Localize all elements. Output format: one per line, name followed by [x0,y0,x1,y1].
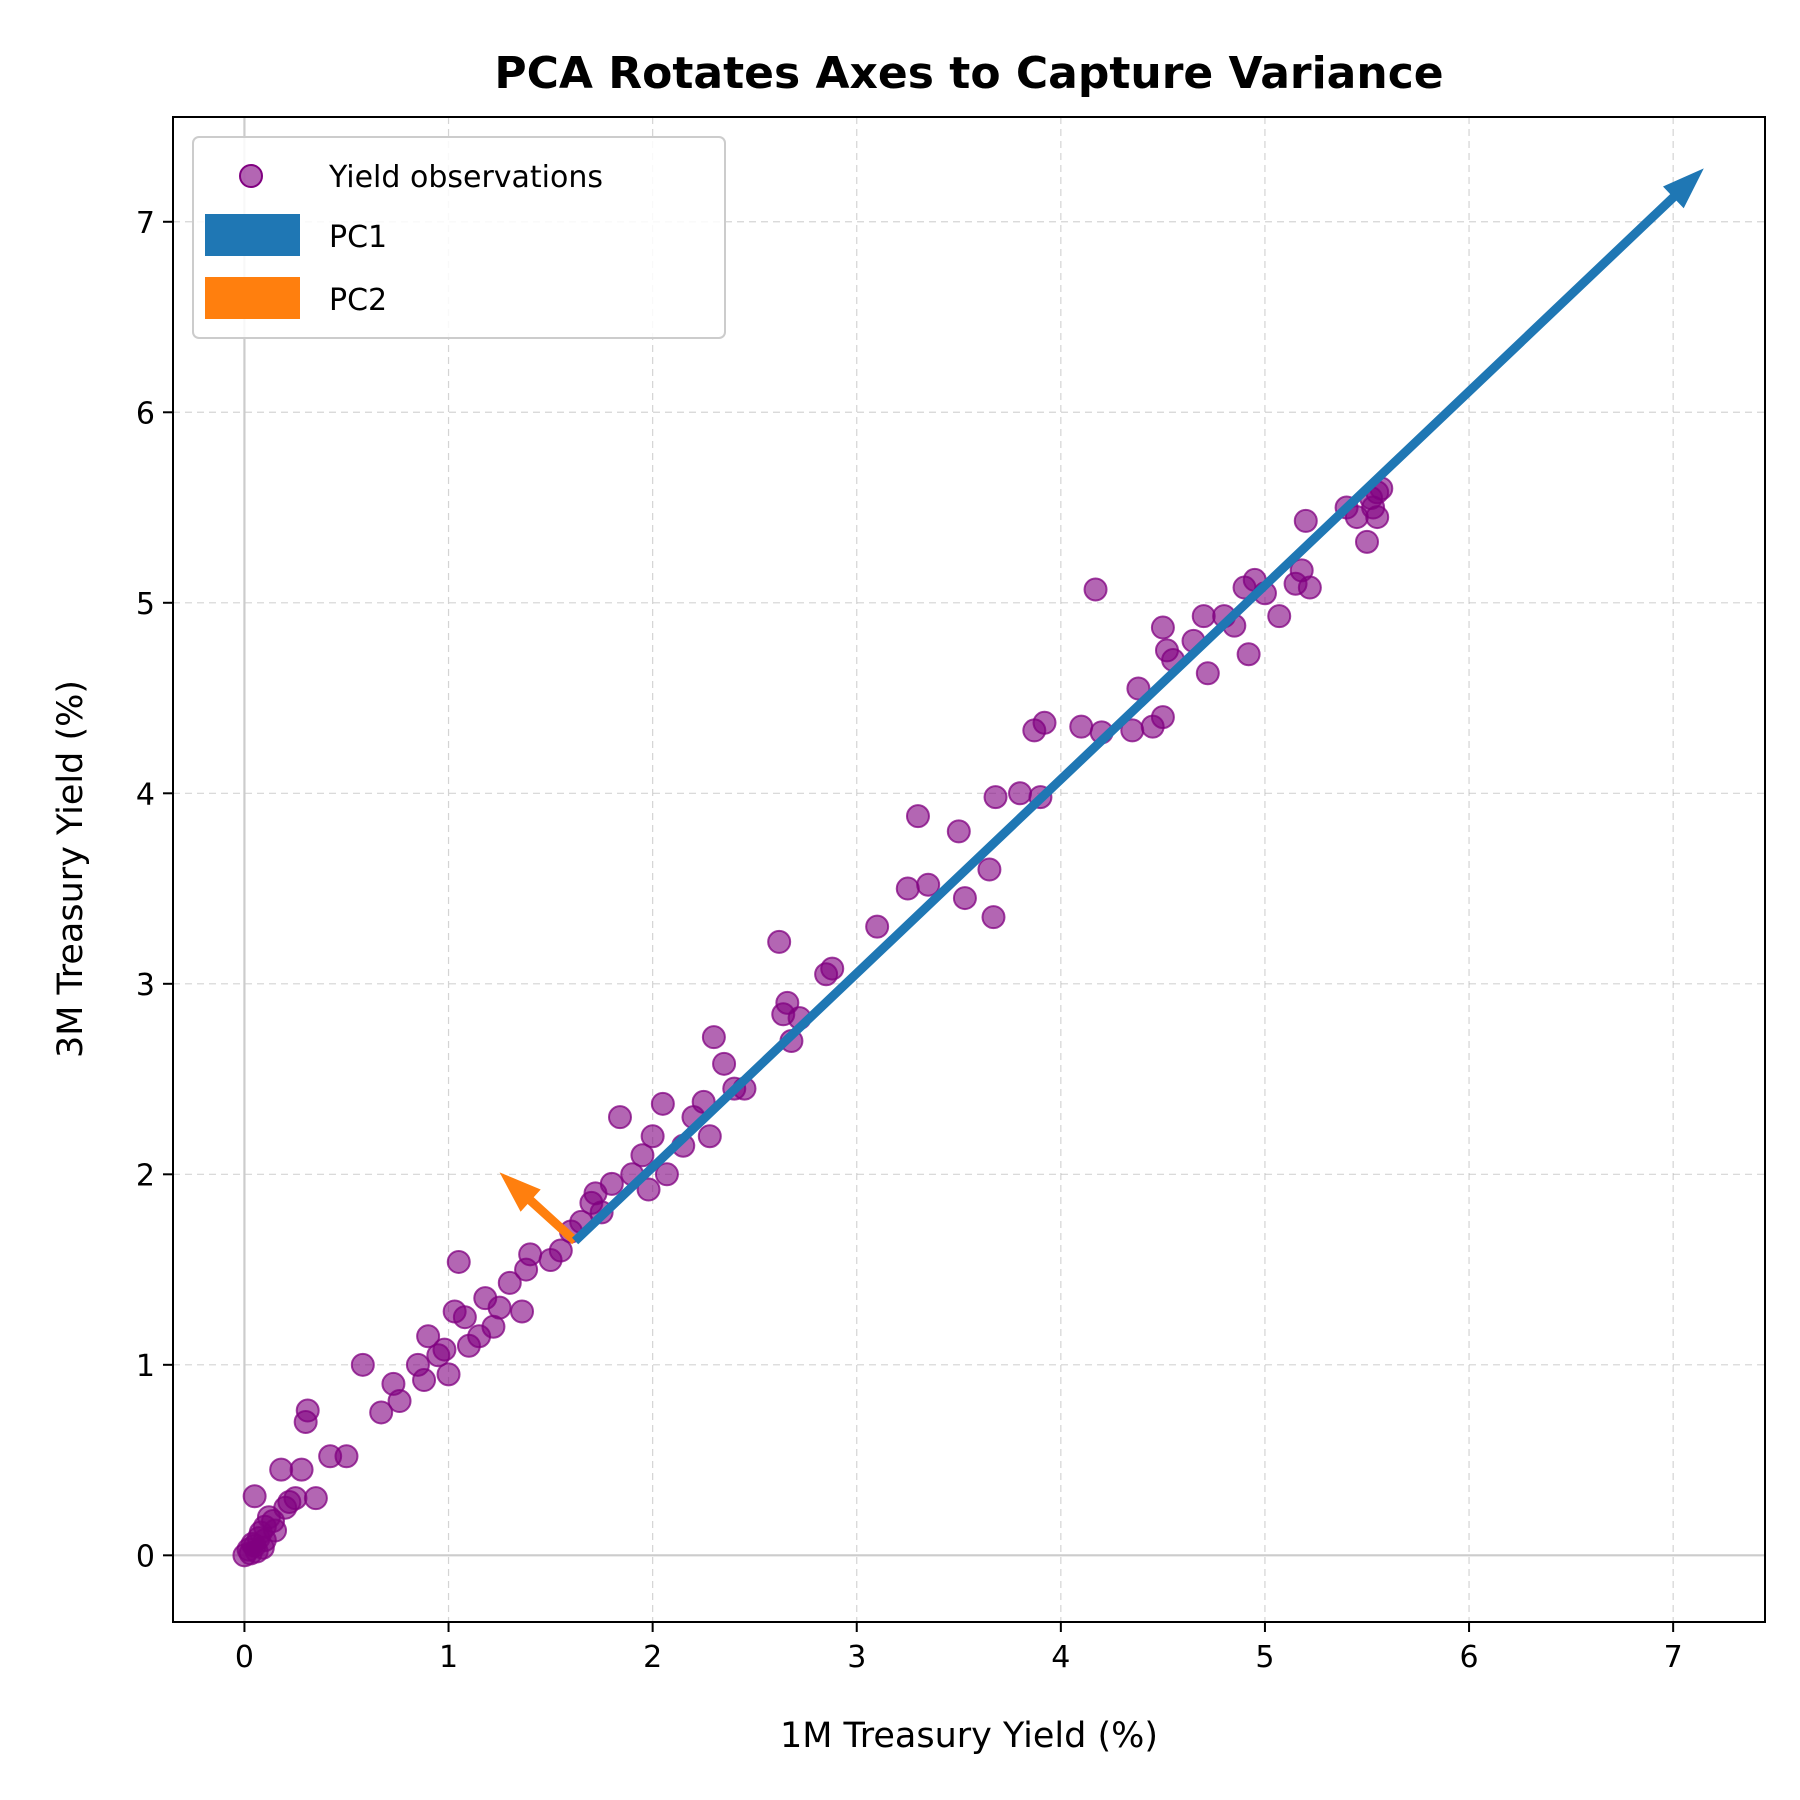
x-axis-ticks: 0 1 2 3 4 5 6 7 [235,1622,1683,1675]
yield-observation-point [1008,781,1033,806]
pc2-arrow [499,1172,579,1245]
yield-observation-point [636,1177,661,1202]
yield-observation-point [446,1249,471,1274]
yield-observation-point [387,1389,412,1414]
legend: Yield observations PC1 PC2 [192,136,726,339]
y-axis-ticks: 0 1 2 3 4 5 6 7 [136,206,173,1574]
legend-marker-observations [239,164,263,188]
yield-observation-point [607,1105,632,1130]
yield-observation-point [1150,705,1175,730]
yield-observation-point [1355,529,1379,554]
yield-observation-point [1195,661,1220,686]
pc-arrows [499,168,1704,1245]
yield-observation-point [518,1242,543,1267]
x-tick-label: 6 [1460,1640,1479,1675]
y-tick-label: 5 [136,587,155,622]
yield-observation-point [369,1400,394,1425]
x-tick-label: 4 [1051,1640,1070,1675]
x-tick-label: 1 [439,1640,458,1675]
yield-observation-point [895,876,920,901]
yield-observation-point [303,1486,328,1511]
x-tick-label: 5 [1255,1640,1274,1675]
legend-label-observations: Yield observations [328,160,603,195]
yield-observation-point [334,1444,359,1469]
yield-observation-point [952,886,977,911]
yield-observation-point [269,1457,294,1482]
yield-observation-point [1083,577,1108,602]
yield-observation-point [946,819,971,844]
yield-observation-point [1032,710,1057,735]
yield-observation-point [650,1091,675,1116]
yield-observation-point [630,1143,655,1168]
yield-observation-point [289,1457,314,1482]
x-axis-label: 1M Treasury Yield (%) [780,1716,1158,1756]
chart-title: PCA Rotates Axes to Capture Variance [494,48,1443,99]
yield-observation-point [1297,575,1322,600]
y-tick-label: 0 [136,1539,155,1574]
yield-observation-point [977,857,1002,882]
pc1-arrow [572,168,1704,1245]
yield-observation-point [487,1295,512,1320]
yield-observation-point [273,1495,298,1520]
yield-observation-point [350,1352,375,1377]
legend-label-pc2: PC2 [329,283,387,318]
x-tick-label: 7 [1664,1640,1683,1675]
yield-observation-point [767,929,792,954]
yield-observation-point [263,1518,288,1543]
yield-observation-point [497,1270,522,1295]
yield-observation-point [1236,642,1261,667]
y-tick-label: 7 [136,206,155,241]
yield-observation-point [981,905,1006,930]
yield-observation-point [697,1124,722,1149]
yield-observation-point [599,1171,624,1196]
yield-observation-point [820,956,845,981]
yield-observation-point [983,785,1008,810]
yield-observation-point [452,1305,477,1330]
y-tick-label: 3 [136,968,155,1003]
yield-observation-point [1267,604,1292,629]
yield-observation-point [432,1337,457,1362]
y-tick-label: 2 [136,1158,155,1193]
y-axis-label: 3M Treasury Yield (%) [51,680,91,1058]
plot-frame [172,116,1766,1623]
legend-label-pc1: PC1 [329,220,387,255]
yield-observation-point [1191,604,1216,629]
y-tick-label: 1 [136,1349,155,1384]
x-tick-label: 0 [235,1640,254,1675]
yield-observation-point [916,872,941,897]
yield-observation-point [905,804,930,829]
yield-observation-point [510,1299,535,1324]
yield-observation-point [436,1362,461,1387]
yield-observation-point [250,1535,275,1560]
zero-lines [173,117,1765,1622]
yield-observation-point [701,1025,726,1050]
yield-observation-point [1150,615,1175,640]
legend-frame [192,136,726,339]
yield-observation-point [640,1124,665,1149]
legend-patch-pc2 [205,277,300,319]
yield-observation-point [548,1238,573,1263]
yield-observation-point [1069,714,1094,739]
x-tick-label: 3 [847,1640,866,1675]
yield-observation-point [712,1051,737,1076]
yield-observation-point [1293,508,1318,533]
yield-observation-point [654,1162,679,1187]
yield-observation-point [295,1398,320,1423]
x-tick-label: 2 [643,1640,662,1675]
y-tick-label: 4 [136,777,155,812]
yield-observation-point [242,1484,267,1509]
legend-patch-pc1 [205,214,300,256]
yield-observation-point [865,914,890,939]
y-tick-label: 6 [136,396,155,431]
yield-observation-point [412,1368,437,1393]
yield-observation-point [416,1324,441,1349]
